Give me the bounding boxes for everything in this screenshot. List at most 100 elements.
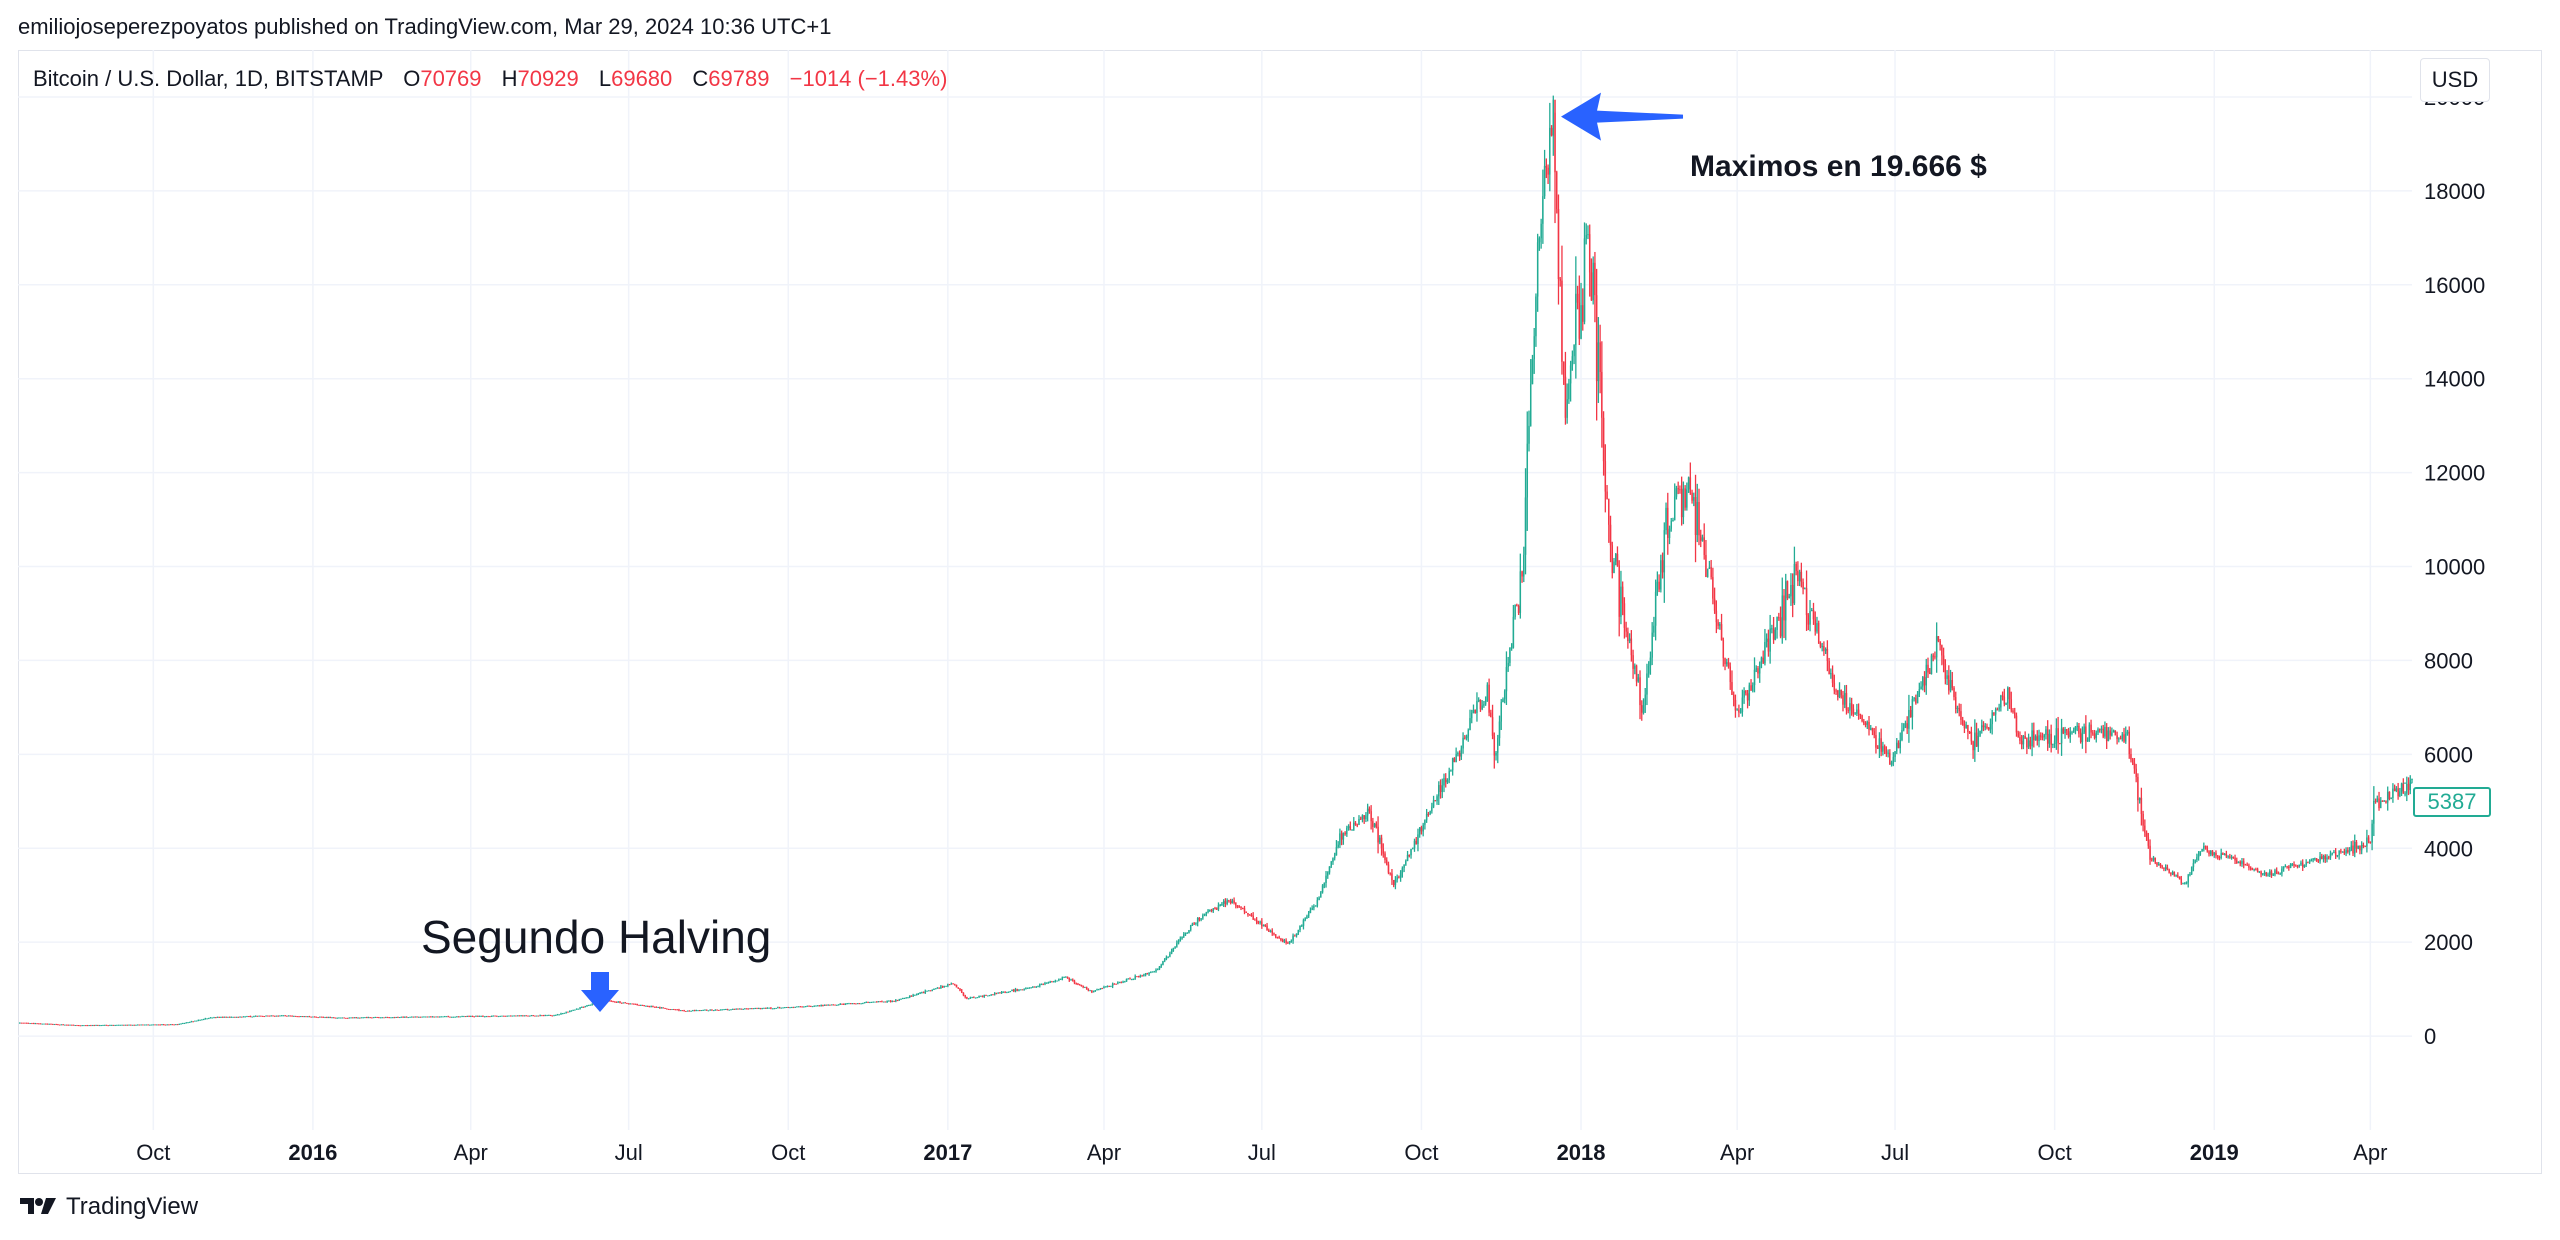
candle <box>322 1016 325 1018</box>
candle-body <box>286 1015 288 1017</box>
candle <box>2301 859 2304 871</box>
candle <box>1196 917 1199 927</box>
candle <box>188 1021 191 1023</box>
candle-body <box>1896 742 1898 752</box>
candle-body <box>2232 856 2235 858</box>
candle-body <box>726 1009 729 1011</box>
candle-body <box>1078 984 1081 986</box>
currency-button[interactable]: USD <box>2420 58 2490 102</box>
candle-body <box>133 1024 135 1026</box>
candle <box>671 1009 673 1011</box>
candle-body <box>1486 684 1489 701</box>
candle <box>2298 864 2300 868</box>
candle-body <box>1807 615 1810 625</box>
candle <box>284 1015 286 1017</box>
candle-body <box>24 1022 26 1024</box>
axes: 0200040006000800010000120001400016000180… <box>136 85 2485 1165</box>
candle <box>2350 841 2353 852</box>
candle <box>261 1015 264 1017</box>
candle-body <box>1722 640 1725 659</box>
candle-body <box>1098 989 1100 991</box>
candle <box>1153 970 1156 973</box>
candle <box>241 1016 243 1018</box>
candle-body <box>480 1015 482 1017</box>
candle-body <box>1250 914 1253 916</box>
candle <box>1876 745 1879 750</box>
candle-body <box>209 1017 212 1019</box>
x-tick-label: Jul <box>615 1140 643 1165</box>
candle-body <box>1014 989 1017 992</box>
candle-body <box>2204 846 2207 848</box>
low-label: L <box>598 66 612 91</box>
candle-body <box>353 1017 356 1019</box>
candle <box>1340 830 1343 846</box>
tradingview-brand[interactable]: TradingView <box>18 1193 198 1221</box>
candle-body <box>1715 610 1718 623</box>
brand-name: TradingView <box>66 1193 199 1220</box>
candle <box>1960 703 1962 725</box>
candle-body <box>1366 808 1369 816</box>
candle-body <box>1510 647 1513 649</box>
candle-body <box>1450 770 1452 772</box>
candle-body <box>1210 909 1213 911</box>
candle <box>1955 691 1957 714</box>
candle <box>2352 840 2354 857</box>
candle <box>1651 622 1653 666</box>
candle <box>1781 577 1784 644</box>
candle <box>1930 653 1933 675</box>
candle <box>239 1016 241 1018</box>
candle <box>69 1024 71 1026</box>
candle <box>2133 757 2136 774</box>
candle-body <box>1091 990 1093 993</box>
candle-body <box>2331 852 2333 854</box>
candle <box>81 1025 83 1027</box>
candle-body <box>879 1001 881 1003</box>
candle <box>2029 736 2032 750</box>
candle <box>57 1023 59 1026</box>
candle-body <box>1503 691 1506 700</box>
candle-body <box>1470 713 1473 719</box>
candle-body <box>2307 862 2309 864</box>
candle <box>674 1009 677 1011</box>
candle-body <box>1686 489 1688 508</box>
symbol-title[interactable]: Bitcoin / U.S. Dollar, 1D, BITSTAMP <box>33 66 384 91</box>
candle <box>244 1016 247 1018</box>
candle-body <box>1073 980 1076 983</box>
candle <box>102 1024 104 1027</box>
candle-body <box>752 1008 755 1010</box>
candle <box>846 1003 848 1005</box>
candle <box>1614 552 1617 566</box>
candle <box>1899 732 1901 754</box>
candle-body <box>277 1015 279 1017</box>
candle <box>527 1015 529 1017</box>
candle-body <box>586 1005 588 1007</box>
candle <box>1505 651 1508 705</box>
candle <box>1290 939 1293 943</box>
candle <box>62 1024 64 1026</box>
candle <box>1125 978 1128 982</box>
candle-body <box>2279 873 2281 875</box>
candle <box>1136 976 1138 978</box>
candle-body <box>659 1006 661 1009</box>
candle-body <box>572 1009 574 1011</box>
candle <box>2345 847 2347 857</box>
candle <box>719 1009 722 1011</box>
candle <box>832 1004 835 1006</box>
candle-body <box>1195 922 1197 924</box>
close-label: C <box>692 66 709 91</box>
candle <box>1491 704 1494 740</box>
candle-body <box>2043 734 2045 738</box>
candle <box>1384 851 1386 864</box>
candle <box>1909 705 1912 718</box>
candle <box>1349 821 1352 831</box>
candle <box>1094 989 1097 992</box>
candle-body <box>213 1017 215 1019</box>
candle <box>275 1015 278 1017</box>
candle <box>1604 444 1607 513</box>
candle-body <box>2213 852 2215 856</box>
candle <box>874 1001 876 1003</box>
candle-body <box>2015 715 2018 733</box>
candle-body <box>1904 723 1907 728</box>
candle-body <box>69 1024 71 1026</box>
